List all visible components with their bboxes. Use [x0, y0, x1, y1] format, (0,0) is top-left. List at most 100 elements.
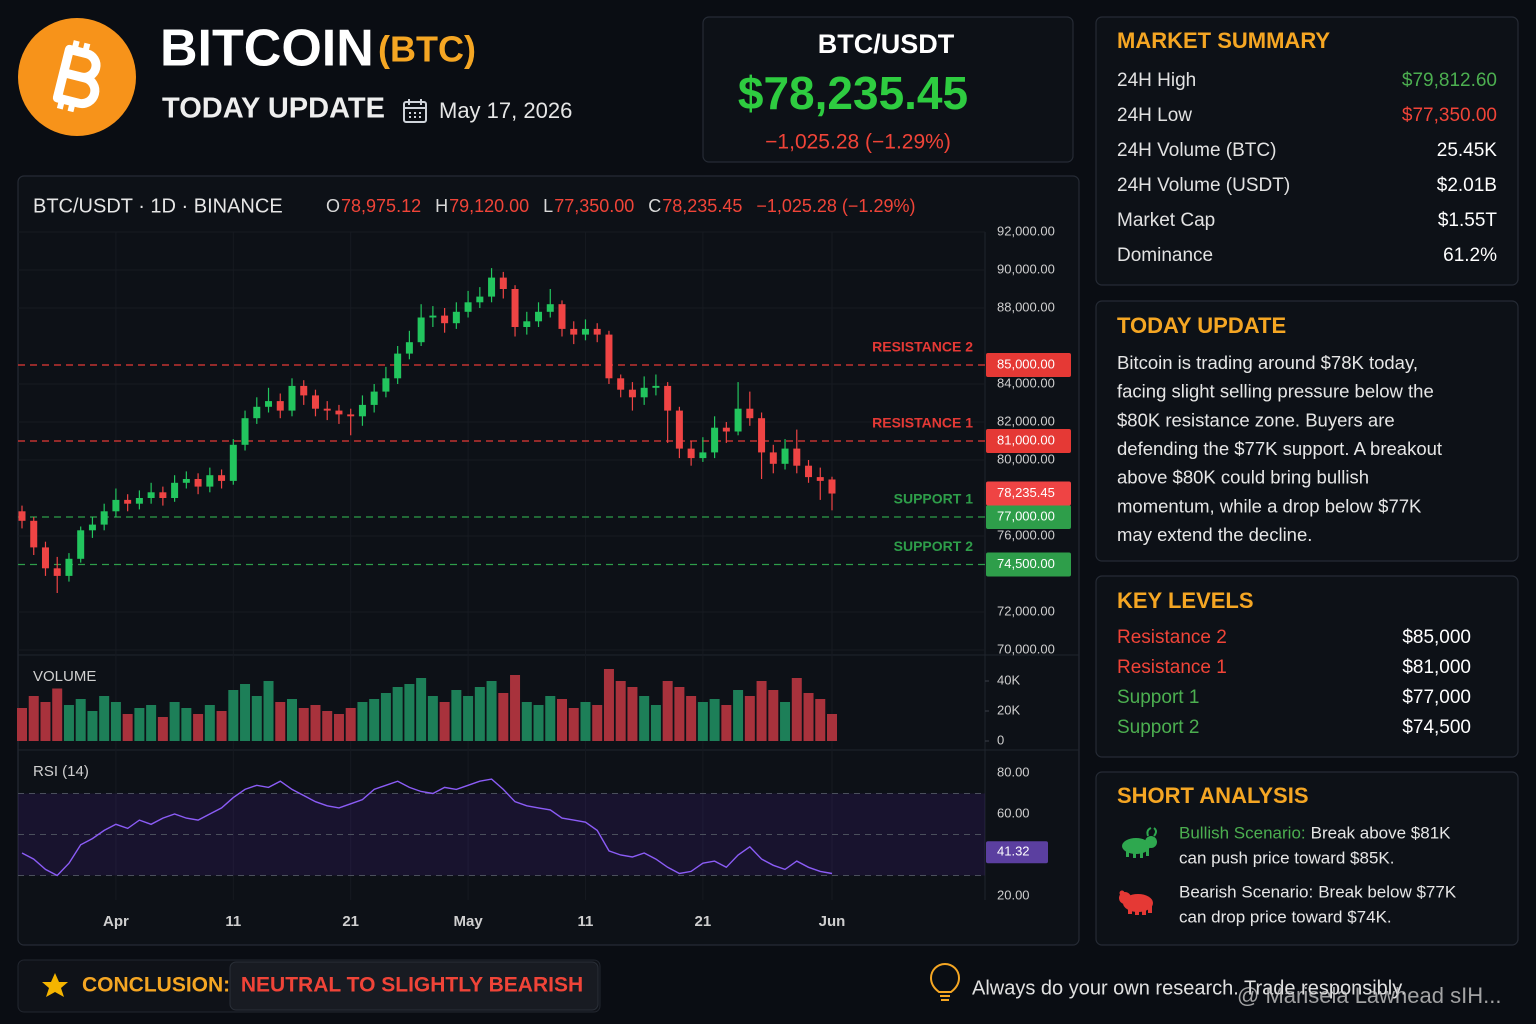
volume-bar: [193, 714, 204, 741]
volume-bar: [392, 687, 403, 741]
bull-icon: [1122, 827, 1157, 858]
volume-bar: [709, 699, 720, 741]
volume-bar: [240, 684, 251, 741]
update-panel: [1095, 300, 1519, 562]
candle-body: [311, 395, 319, 409]
candle-body: [734, 408, 742, 432]
y-tick-label: 76,000.00: [997, 527, 1055, 542]
level-value: $81,000: [1402, 657, 1471, 678]
last-price-label: 78,235.45: [997, 485, 1055, 500]
summary-label: 24H Volume (USDT): [1117, 175, 1290, 196]
candle-body: [88, 524, 96, 531]
price-panel: [702, 16, 1074, 163]
level-badge-label: 77,000.00: [997, 508, 1055, 523]
candle-body: [182, 479, 190, 483]
volume-bar: [345, 708, 356, 741]
summary-label: Market Cap: [1117, 210, 1215, 231]
update-line: may extend the decline.: [1117, 524, 1312, 545]
volume-bar: [251, 696, 262, 741]
subtitle: TODAY UPDATE: [162, 93, 385, 125]
y-tick-label: 82,000.00: [997, 413, 1055, 428]
volume-bar: [510, 675, 521, 741]
level-badge: [986, 505, 1071, 529]
volume-bar: [662, 681, 673, 741]
candle-body: [617, 378, 625, 390]
ohlc-value: 79,120.00: [449, 196, 529, 216]
candle-body: [464, 302, 472, 312]
ohlc-key: L: [543, 196, 553, 216]
candle-body: [206, 475, 214, 487]
rsi-tick-label: 20.00: [997, 887, 1030, 902]
volume-bar: [521, 702, 532, 741]
candle-body: [546, 304, 554, 312]
update-line: defending the $77K support. A breakout: [1117, 438, 1442, 459]
calendar-icon: [403, 99, 427, 123]
volume-bar: [697, 702, 708, 741]
volume-tick-label: 40K: [997, 672, 1020, 687]
level-badge-label: 85,000.00: [997, 356, 1055, 371]
volume-bar: [310, 705, 321, 741]
bear-icon: [1119, 890, 1153, 915]
candle-body: [100, 511, 108, 525]
volume-bar: [568, 708, 579, 741]
level-badge: [986, 353, 1071, 377]
volume-bar: [28, 696, 39, 741]
candle-body: [711, 427, 719, 453]
ohlc-key: O: [326, 196, 340, 216]
candle-body: [523, 321, 531, 327]
volume-bar: [615, 681, 626, 741]
candle-body: [241, 418, 249, 445]
volume-bar: [427, 696, 438, 741]
summary-value: 61.2%: [1443, 245, 1497, 266]
y-tick-label: 84,000.00: [997, 375, 1055, 390]
update-line: $80K resistance zone. Buyers are: [1117, 409, 1395, 430]
candle-body: [581, 328, 589, 335]
candle-body: [30, 520, 38, 548]
level-badge: [986, 552, 1071, 577]
volume-bar: [603, 669, 614, 741]
candle-body: [194, 479, 202, 487]
summary-label: 24H Low: [1117, 105, 1192, 126]
x-tick-label: 21: [695, 913, 712, 930]
level-label: Resistance 2: [1117, 627, 1227, 648]
candle-body: [816, 477, 824, 481]
candle-body: [499, 277, 507, 289]
candle-body: [429, 315, 437, 318]
candle-body: [288, 385, 296, 411]
candle-body: [159, 492, 167, 498]
volume-bar: [17, 708, 27, 741]
volume-bar: [686, 696, 697, 741]
volume-bar: [803, 693, 814, 741]
y-tick-label: 88,000.00: [997, 299, 1055, 314]
volume-bar: [498, 693, 509, 741]
rsi-label: RSI (14): [33, 763, 89, 780]
volume-bar: [287, 699, 297, 741]
volume-bar: [228, 690, 239, 741]
summary-label: Dominance: [1117, 245, 1213, 266]
section-title: MARKET SUMMARY: [1117, 28, 1330, 53]
level-value: $77,000: [1402, 687, 1471, 708]
candle-body: [488, 277, 496, 297]
candle-body: [265, 401, 273, 407]
x-tick-label: 11: [578, 913, 594, 930]
volume-bar: [146, 705, 157, 741]
rsi-tick-label: 60.00: [997, 805, 1030, 820]
candle-body: [417, 317, 425, 343]
summary-label: 24H Volume (BTC): [1117, 140, 1276, 161]
x-tick-label: 21: [342, 913, 359, 930]
watermark: @ Marisela Lawhead sIH...: [1237, 983, 1501, 1008]
candle-body: [769, 452, 777, 464]
candle-body: [335, 410, 343, 415]
candle-body: [135, 498, 143, 504]
candle-body: [347, 414, 355, 417]
candle-body: [65, 558, 73, 576]
volume-bar: [416, 678, 427, 741]
section-title: TODAY UPDATE: [1117, 313, 1286, 338]
scenario-text: Break above $81K: [1311, 823, 1452, 842]
level-name: RESISTANCE 1: [872, 415, 973, 431]
candle-body: [805, 465, 813, 478]
volume-tick-label: 0: [997, 732, 1004, 747]
candle-body: [699, 452, 707, 459]
candle-body: [605, 334, 613, 379]
